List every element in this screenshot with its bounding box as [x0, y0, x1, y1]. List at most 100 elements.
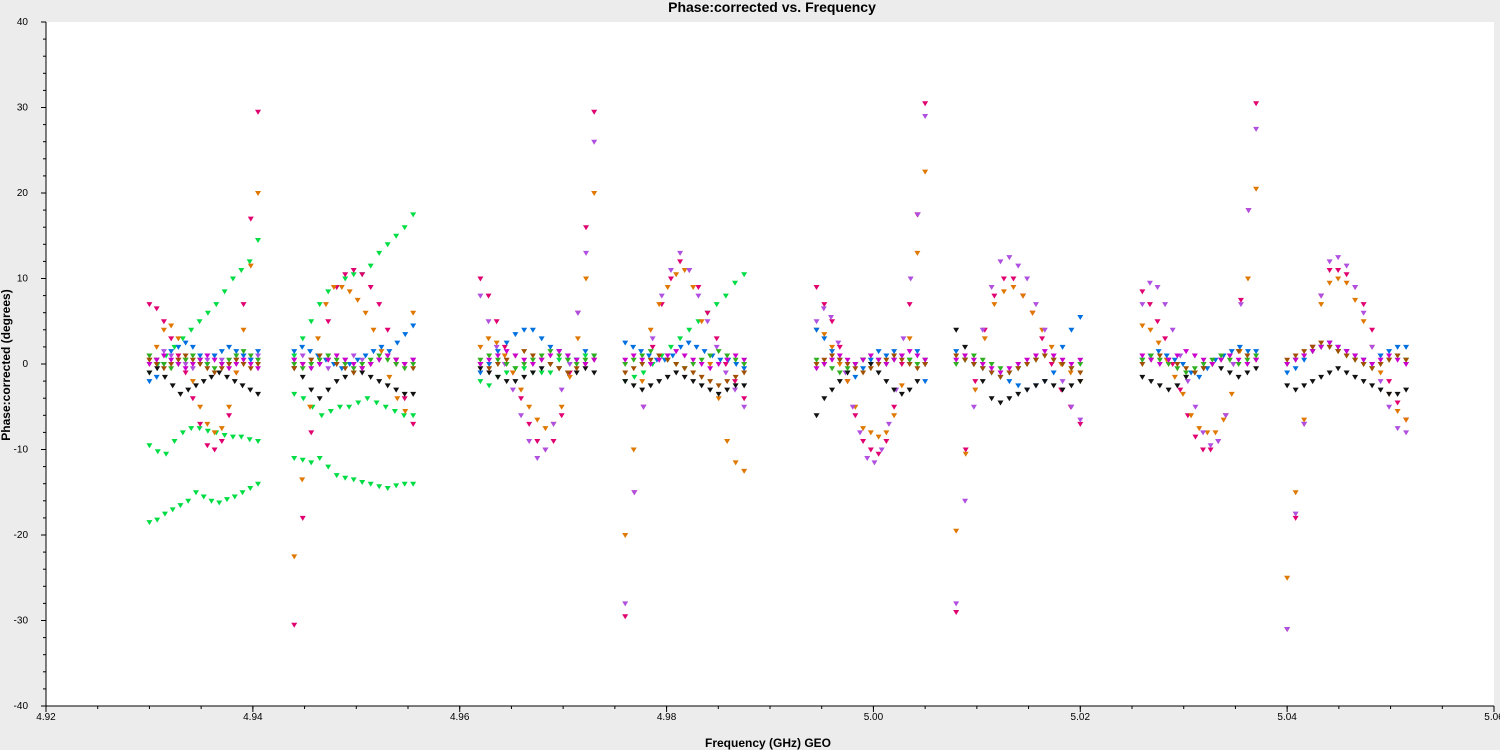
data-point [556, 357, 563, 363]
data-point [154, 517, 161, 523]
data-point [875, 451, 882, 457]
data-point [307, 349, 314, 355]
data-point [667, 267, 674, 273]
data-point [393, 362, 400, 367]
data-point [325, 289, 332, 295]
data-point [216, 370, 223, 376]
data-point [686, 327, 693, 333]
data-point [1024, 362, 1031, 367]
data-point [972, 387, 979, 393]
data-point [218, 349, 225, 355]
data-point [529, 370, 536, 376]
data-point [1169, 362, 1176, 367]
data-point [218, 366, 225, 372]
data-point [836, 362, 843, 367]
data-point [550, 438, 557, 444]
data-point [333, 362, 340, 367]
data-point [970, 404, 977, 410]
data-point [885, 421, 892, 427]
data-point [538, 336, 545, 342]
data-point [991, 293, 998, 299]
data-point [741, 362, 748, 367]
data-point [1059, 344, 1066, 350]
data-point [410, 362, 417, 367]
data-point [898, 362, 905, 367]
data-point [200, 379, 207, 385]
data-point [308, 357, 315, 363]
data-point [359, 272, 366, 278]
data-point [153, 374, 160, 380]
data-point [1032, 302, 1039, 308]
data-point [1360, 357, 1367, 363]
data-point [1155, 340, 1162, 346]
data-point [566, 362, 573, 367]
data-point [1139, 362, 1146, 367]
data-point [1191, 370, 1198, 376]
data-point [722, 293, 729, 299]
data-point [410, 421, 417, 427]
data-point [308, 460, 315, 466]
data-point [542, 426, 549, 432]
data-point [1207, 447, 1214, 453]
data-point [386, 349, 393, 355]
data-point [401, 481, 408, 487]
data-point [189, 353, 196, 359]
data-point [1077, 417, 1084, 423]
data-point [350, 366, 357, 372]
data-point [1192, 404, 1199, 410]
data-point [1326, 259, 1333, 265]
data-point [713, 302, 720, 308]
data-point [1039, 336, 1046, 342]
data-point [829, 349, 836, 355]
data-point [844, 379, 851, 385]
data-point [226, 366, 233, 372]
data-point [844, 362, 851, 367]
data-point [534, 417, 541, 423]
data-point [204, 362, 211, 367]
x-tick-label: 5.04 [1277, 712, 1297, 723]
data-point [494, 349, 501, 355]
data-point [255, 191, 262, 196]
data-point [820, 306, 827, 312]
data-point [1146, 302, 1153, 308]
data-point [333, 357, 340, 363]
data-point [529, 362, 536, 367]
data-point [1369, 344, 1376, 350]
data-point [503, 370, 510, 376]
data-point [538, 353, 545, 359]
data-point [591, 109, 598, 115]
data-point [233, 353, 240, 359]
data-point [501, 344, 508, 350]
data-point [867, 430, 874, 436]
data-point [1059, 362, 1066, 367]
data-point [367, 357, 374, 363]
data-point [639, 362, 646, 367]
data-point [582, 353, 589, 359]
data-point [512, 353, 519, 359]
data-point [914, 349, 921, 355]
data-point [1284, 383, 1291, 389]
data-point [997, 366, 1004, 372]
data-point [962, 357, 969, 363]
data-point [291, 362, 298, 367]
data-point [233, 349, 240, 355]
data-point [1139, 302, 1146, 308]
data-point [732, 357, 739, 363]
data-point [669, 353, 676, 359]
data-point [255, 353, 262, 359]
data-point [393, 483, 400, 489]
data-point [922, 169, 929, 175]
data-point [247, 366, 254, 372]
data-point [1218, 357, 1225, 363]
data-point [529, 353, 536, 359]
data-point [979, 357, 986, 363]
data-point [1369, 362, 1376, 367]
data-point [813, 357, 820, 363]
data-point [362, 310, 369, 316]
data-point [860, 366, 867, 372]
data-point [291, 622, 298, 628]
data-point [906, 387, 913, 393]
data-point [240, 357, 247, 363]
data-point [829, 319, 836, 325]
data-point [154, 449, 161, 455]
